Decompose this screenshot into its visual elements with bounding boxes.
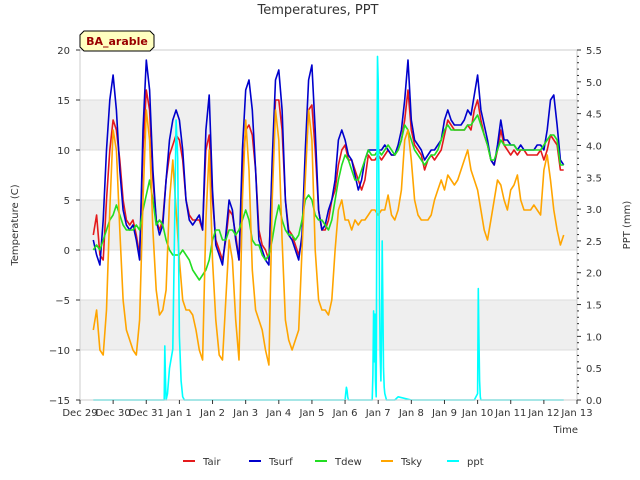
site-badge: BA_arable xyxy=(79,30,155,52)
y2-axis-label: PPT (mm) xyxy=(622,201,633,250)
series-line-tsurf xyxy=(92,59,565,266)
y-tick-label: 15 xyxy=(57,96,70,107)
plot-frame xyxy=(79,49,578,401)
y2-tick-label: 5.0 xyxy=(586,78,602,89)
legend-label: Tair xyxy=(202,457,221,468)
y2-tick-label: 3.0 xyxy=(586,205,602,216)
x-tick-label: Jan 7 xyxy=(365,408,391,419)
x-tick-label: Jan 12 xyxy=(527,408,559,419)
y2-tick-label: 1.5 xyxy=(586,301,602,312)
y-tick-label: 5 xyxy=(64,196,70,207)
x-tick-label: Jan 5 xyxy=(298,408,324,419)
x-tick-label: Jan 4 xyxy=(265,408,291,419)
series-line-tdew xyxy=(92,114,564,281)
site-badge-box xyxy=(79,30,155,52)
x-tick-label: Dec 30 xyxy=(96,408,131,419)
x-tick-label: Dec 31 xyxy=(129,408,164,419)
y2-tick-label: 1.0 xyxy=(586,332,602,343)
y-axis-right: 0.0 0.5 1.0 1.5 2.0 2.5 3.0 3.5 4.0 4.5 5.0 5.5 xyxy=(577,46,602,407)
y2-tick-label: 0.5 xyxy=(586,364,602,375)
band xyxy=(80,100,577,150)
series-line-ppt xyxy=(93,55,564,401)
y-tick-label: 0 xyxy=(64,246,70,257)
site-badge-text: BA_arable xyxy=(86,35,148,48)
y-tick-label: 20 xyxy=(57,46,70,57)
legend: Tair Tsurf Tdew Tsky ppt xyxy=(183,457,484,468)
x-tick-label: Jan 9 xyxy=(431,408,457,419)
legend-label: ppt xyxy=(467,457,484,468)
y-tick-label: 10 xyxy=(57,146,70,157)
x-tick-label: Jan 1 xyxy=(166,408,192,419)
y2-tick-label: 5.5 xyxy=(586,46,602,57)
y2-tick-label: 4.5 xyxy=(586,110,602,121)
x-tick-label: Jan 11 xyxy=(494,408,526,419)
x-tick-label: Jan 10 xyxy=(461,408,493,419)
y-tick-label: −5 xyxy=(55,296,70,307)
x-tick-label: Jan 2 xyxy=(199,408,225,419)
x-tick-label: Jan 3 xyxy=(232,408,258,419)
y2-tick-label: 4.0 xyxy=(586,141,602,152)
band xyxy=(80,300,577,350)
y-axis-left: −15 −10 −5 0 5 10 15 20 xyxy=(49,46,80,407)
y2-tick-label: 2.0 xyxy=(586,269,602,280)
x-axis-label: Time xyxy=(553,425,578,436)
x-tick-label: Jan 6 xyxy=(332,408,358,419)
series-layer xyxy=(92,55,565,401)
x-tick-label: Jan 8 xyxy=(398,408,424,419)
y2-tick-label: 0.0 xyxy=(586,396,602,407)
x-tick-label: Dec 29 xyxy=(62,408,97,419)
x-tick-label: Jan 13 xyxy=(560,408,592,419)
y-tick-label: −10 xyxy=(49,346,70,357)
y-tick-label: −15 xyxy=(49,396,70,407)
y2-tick-label: 2.5 xyxy=(586,237,602,248)
y2-tick-label: 3.5 xyxy=(586,173,602,184)
legend-label: Tdew xyxy=(334,457,362,468)
y-axis-label: Temperature (C) xyxy=(10,184,21,266)
legend-label: Tsurf xyxy=(268,457,293,468)
legend-label: Tsky xyxy=(400,457,422,468)
chart-title: Temperatures, PPT xyxy=(256,3,378,18)
series-line-tsky xyxy=(92,109,565,366)
